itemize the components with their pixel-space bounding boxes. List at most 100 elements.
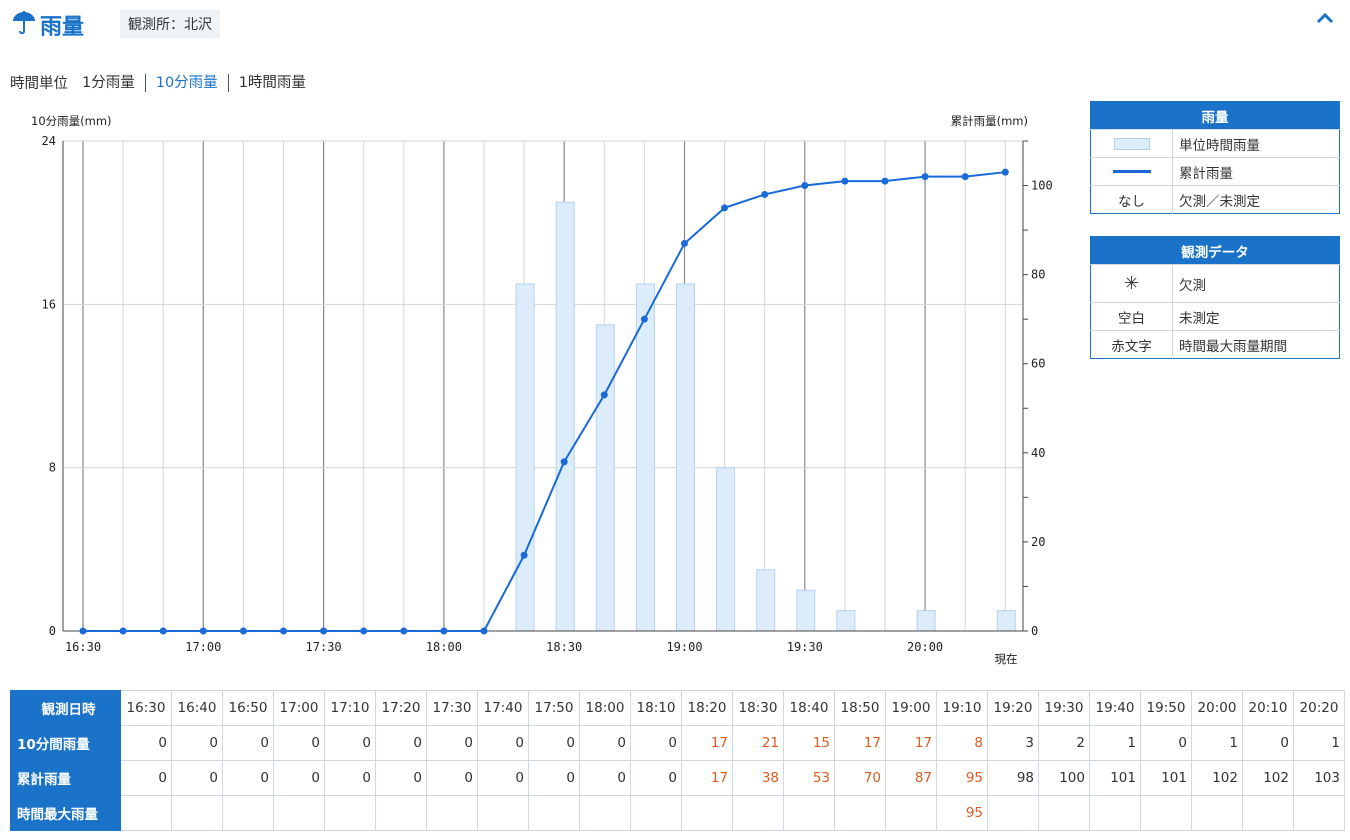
cumulative-point [159, 627, 167, 635]
legend-missing-text: 欠測 [1172, 264, 1340, 303]
x-tick-label: 18:30 [546, 640, 582, 654]
time-cell: 17:50 [528, 690, 580, 726]
rain-bar [676, 283, 695, 632]
hourly-max-cell [1038, 795, 1090, 831]
cumulative-point [400, 627, 408, 635]
cumulative-point [320, 627, 328, 635]
rain10-cell: 0 [120, 725, 172, 761]
y-left-tick-label: 24 [42, 134, 56, 148]
rain10-cell: 15 [783, 725, 835, 761]
rain-bar [796, 589, 816, 632]
cumulative-cell: 0 [375, 760, 427, 796]
time-cell: 18:00 [579, 690, 631, 726]
hourly-max-cell [273, 795, 325, 831]
hourly-max-cell [426, 795, 478, 831]
rain10-cell: 8 [936, 725, 988, 761]
option-1hour[interactable]: 1時間雨量 [227, 73, 316, 92]
cumulative-point [600, 391, 608, 399]
row-header-cumulative: 累計雨量 [10, 760, 121, 796]
hourly-max-cell [477, 795, 529, 831]
rain-bar [996, 610, 1016, 632]
chevron-up-icon[interactable] [1314, 8, 1336, 30]
time-cell: 16:40 [171, 690, 223, 726]
line-swatch [1112, 170, 1151, 173]
table-row-cumulative: 累計雨量 0 0 0 0 0 0 0 0 0 0 0 17 38 53 70 87 95 98 100 101 101 1… [10, 760, 1345, 796]
time-cell: 18:30 [732, 690, 784, 726]
cumulative-cell: 0 [273, 760, 325, 796]
legend-none-symbol: なし [1090, 185, 1173, 214]
rain10-cell: 0 [375, 725, 427, 761]
cumulative-point [921, 173, 929, 181]
row-header-hourly-max: 時間最大雨量 [10, 795, 121, 831]
hourly-max-cell [120, 795, 172, 831]
legend-blank-symbol: 空白 [1090, 302, 1173, 331]
cumulative-point [761, 190, 769, 198]
time-cell: 19:40 [1089, 690, 1141, 726]
cumulative-point [440, 627, 448, 635]
row-header-time: 観測日時 [10, 690, 121, 726]
hourly-max-cell [375, 795, 427, 831]
table-row-rain10: 10分間雨量 0 0 0 0 0 0 0 0 0 0 0 17 21 15 17 17 8 3 2 1 0 1 0 1 [10, 725, 1345, 761]
rainfall-chart: 0 8 16 24 0 20 40 60 80 100 10分雨量(mm) 累計雨量(mm) 16:30… [31, 114, 1053, 666]
time-cell: 17:30 [426, 690, 478, 726]
legend-line-symbol [1090, 157, 1173, 186]
hourly-max-cell [630, 795, 682, 831]
legend-red-symbol: 赤文字 [1090, 330, 1173, 359]
rain10-cell: 0 [324, 725, 376, 761]
cumulative-point [721, 204, 729, 212]
y-right-tick-label: 60 [1031, 357, 1045, 371]
option-1min[interactable]: 1分雨量 [82, 74, 135, 91]
rain10-cell: 0 [1242, 725, 1294, 761]
hourly-max-cell [681, 795, 733, 831]
time-cell: 17:40 [477, 690, 529, 726]
cumulative-cell: 0 [426, 760, 478, 796]
legend-line-text: 累計雨量 [1172, 157, 1340, 186]
cumulative-point [360, 627, 368, 635]
cumulative-cell: 70 [834, 760, 886, 796]
x-tick-label: 18:00 [426, 640, 462, 654]
cumulative-cell: 95 [936, 760, 988, 796]
rain-bar [515, 283, 535, 632]
y-left-axis-label: 10分雨量(mm) [31, 114, 112, 128]
rain-bar [595, 324, 615, 632]
time-cell: 20:00 [1191, 690, 1243, 726]
time-cell: 19:00 [885, 690, 937, 726]
rain10-cell: 21 [732, 725, 784, 761]
cumulative-point [520, 551, 528, 559]
cumulative-point [280, 627, 287, 635]
y-right-tick-label: 20 [1031, 535, 1045, 549]
cumulative-cell: 0 [579, 760, 631, 796]
x-tick-label: 19:30 [787, 640, 823, 654]
cumulative-cell: 0 [324, 760, 376, 796]
time-cell: 16:30 [120, 690, 172, 726]
legend-bar-text: 単位時間雨量 [1172, 129, 1340, 158]
rain-bar [716, 467, 736, 632]
option-10min[interactable]: 10分雨量 [144, 73, 228, 92]
y-left-tick-label: 16 [42, 297, 56, 311]
cumulative-cell: 53 [783, 760, 835, 796]
legend-obs-title: 観測データ [1090, 236, 1340, 265]
page-title: 雨量 [40, 15, 85, 40]
cumulative-cell: 87 [885, 760, 937, 796]
cumulative-line [83, 171, 1006, 632]
cumulative-point [199, 627, 207, 635]
x-tick-label: 17:30 [306, 640, 342, 654]
rain10-cell: 1 [1089, 725, 1141, 761]
rain10-cell: 0 [426, 725, 478, 761]
rain10-cell: 17 [681, 725, 733, 761]
y-left-tick-label: 8 [49, 461, 56, 475]
cumulative-point [560, 458, 568, 466]
cumulative-cell: 101 [1089, 760, 1141, 796]
hourly-max-cell [579, 795, 631, 831]
cumulative-point [480, 627, 488, 635]
rain10-cell: 0 [273, 725, 325, 761]
hourly-max-cell [885, 795, 937, 831]
cumulative-cell: 38 [732, 760, 784, 796]
time-cell: 17:20 [375, 690, 427, 726]
rain10-cell: 17 [834, 725, 886, 761]
cumulative-cell: 100 [1038, 760, 1090, 796]
rain-bar [555, 201, 575, 632]
hourly-max-cell [222, 795, 274, 831]
rain10-cell: 0 [171, 725, 223, 761]
legend-red-text: 時間最大雨量期間 [1172, 330, 1340, 359]
